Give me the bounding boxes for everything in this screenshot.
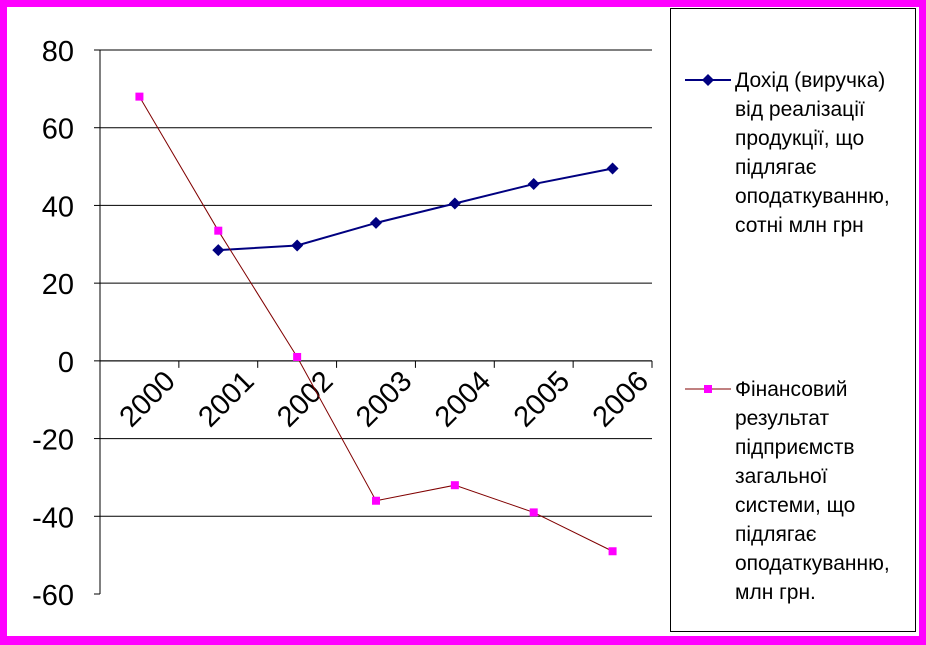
y-tick-label: 60	[42, 114, 74, 146]
x-tick-label: 2005	[508, 365, 576, 433]
data-point-diamond	[291, 239, 304, 252]
legend-label-revenue: Дохід (виручка) від реалізації продукції…	[735, 69, 890, 237]
y-tick-label: 0	[58, 347, 74, 379]
legend-diamond-marker-icon	[685, 74, 731, 86]
chart-legend: Дохід (виручка) від реалізації продукції…	[670, 8, 916, 632]
y-tick-label: 80	[42, 36, 74, 68]
legend-square-marker-icon	[685, 385, 731, 393]
y-tick-label: -60	[32, 580, 74, 612]
x-tick-label: 2003	[350, 365, 418, 433]
x-tick-label: 2006	[587, 365, 655, 433]
data-point-square	[529, 508, 538, 517]
data-point-square	[450, 481, 459, 490]
data-point-square	[293, 352, 302, 361]
data-point-diamond	[212, 244, 225, 257]
legend-label-financial-result: Фінансовий результат підприємств загальн…	[735, 378, 890, 604]
data-point-diamond	[527, 178, 540, 191]
x-tick-label: 2002	[271, 365, 339, 433]
y-tick-label: -20	[32, 425, 74, 457]
data-point-square	[608, 547, 617, 556]
series-line	[138, 96, 613, 552]
x-tick-label: 2004	[429, 365, 497, 433]
series-line	[218, 167, 613, 252]
y-tick-label: -40	[32, 502, 74, 534]
y-tick-label: 40	[42, 191, 74, 223]
data-point-square	[372, 496, 380, 505]
data-point-diamond	[448, 197, 461, 210]
x-tick-label: 2000	[114, 365, 182, 433]
data-point-square	[135, 92, 144, 101]
data-point-diamond	[606, 162, 619, 175]
data-point-square	[214, 226, 223, 235]
data-point-diamond	[370, 216, 382, 229]
y-tick-label: 20	[42, 269, 74, 301]
x-tick-label: 2001	[192, 365, 260, 433]
